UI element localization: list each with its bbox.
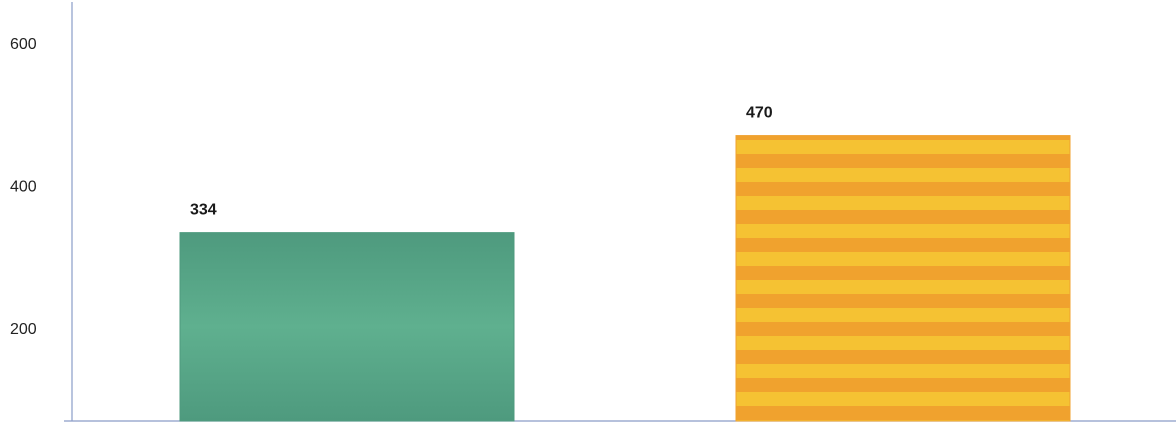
y-tick-label: 200 <box>10 321 37 338</box>
data-label-0: 334 <box>190 202 217 219</box>
bar-0 <box>179 232 515 422</box>
y-tick-label: 400 <box>10 179 37 196</box>
y-axis: 200 400 600 <box>10 2 73 421</box>
bar-1 <box>735 135 1071 422</box>
y-tick-label: 600 <box>10 36 37 53</box>
data-labels: 334 470 <box>190 105 773 219</box>
bars <box>179 135 1071 422</box>
data-label-1: 470 <box>746 105 773 122</box>
